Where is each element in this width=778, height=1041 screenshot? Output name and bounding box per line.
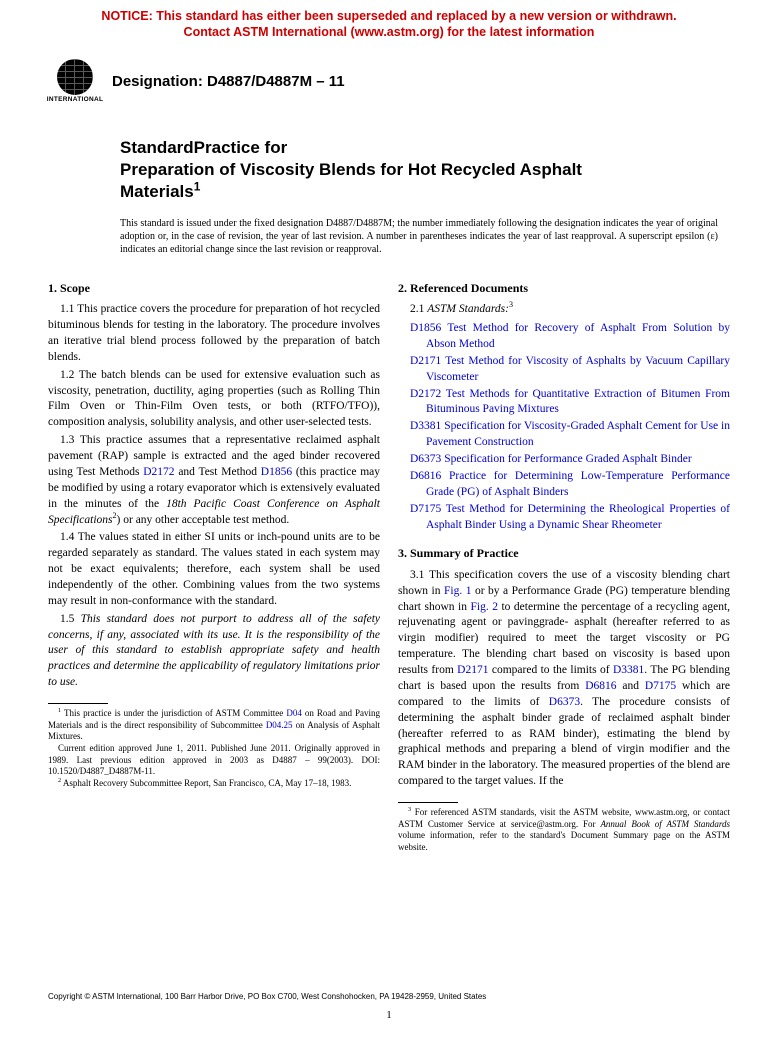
- link-d04[interactable]: D04: [286, 708, 302, 718]
- link-fig1[interactable]: Fig. 1: [444, 585, 471, 597]
- issuance-note: This standard is issued under the fixed …: [0, 203, 778, 256]
- footnote-separator-right: [398, 802, 458, 803]
- footnote-1: 1 This practice is under the jurisdictio…: [48, 708, 380, 743]
- para-3-1: 3.1 This specification covers the use of…: [398, 568, 730, 790]
- footnote-2: 2 Asphalt Recovery Subcommittee Report, …: [48, 778, 380, 790]
- references-list: D1856 Test Method for Recovery of Asphal…: [398, 321, 730, 533]
- left-column: 1. Scope 1.1 This practice covers the pr…: [48, 280, 380, 854]
- reference-link[interactable]: D7175: [410, 503, 441, 515]
- reference-item: D1856 Test Method for Recovery of Asphal…: [398, 321, 730, 353]
- reference-link[interactable]: D2172: [410, 388, 441, 400]
- title-block: StandardPractice for Preparation of Visc…: [0, 109, 778, 203]
- para-1-1: 1.1 This practice covers the procedure f…: [48, 302, 380, 365]
- header: INTERNATIONAL Designation: D4887/D4887M …: [0, 45, 778, 109]
- reference-item: D7175 Test Method for Determining the Rh…: [398, 502, 730, 534]
- section-2-head: 2. Referenced Documents: [398, 280, 730, 297]
- para-1-3: 1.3 This practice assumes that a represe…: [48, 433, 380, 528]
- astm-logo: INTERNATIONAL: [48, 55, 102, 109]
- notice-banner: NOTICE: This standard has either been su…: [0, 0, 778, 45]
- link-d3381[interactable]: D3381: [613, 664, 644, 676]
- notice-line2: Contact ASTM International (www.astm.org…: [184, 25, 595, 39]
- link-d6816[interactable]: D6816: [585, 680, 616, 692]
- link-d1856[interactable]: D1856: [261, 466, 292, 478]
- para-1-4: 1.4 The values stated in either SI units…: [48, 530, 380, 609]
- designation: Designation: D4887/D4887M – 11: [112, 73, 345, 90]
- section-1-head: 1. Scope: [48, 280, 380, 297]
- reference-link[interactable]: D6816: [410, 470, 441, 482]
- notice-line1: NOTICE: This standard has either been su…: [101, 9, 676, 23]
- page-number: 1: [0, 1009, 778, 1021]
- reference-item: D6373 Specification for Performance Grad…: [398, 452, 730, 468]
- logo-globe-icon: [57, 59, 93, 95]
- link-d2171[interactable]: D2171: [457, 664, 488, 676]
- copyright: Copyright © ASTM International, 100 Barr…: [48, 992, 486, 1001]
- link-d7175[interactable]: D7175: [645, 680, 676, 692]
- logo-text: INTERNATIONAL: [47, 97, 104, 104]
- link-d2172[interactable]: D2172: [143, 466, 174, 478]
- reference-link[interactable]: D6373: [410, 453, 441, 465]
- footnote-1b: Current edition approved June 1, 2011. P…: [48, 743, 380, 778]
- link-d6373[interactable]: D6373: [549, 696, 580, 708]
- reference-item: D3381 Specification for Viscosity-Graded…: [398, 419, 730, 451]
- reference-item: D6816 Practice for Determining Low-Tempe…: [398, 469, 730, 501]
- reference-item: D2171 Test Method for Viscosity of Aspha…: [398, 354, 730, 386]
- footnote-3: 3 For referenced ASTM standards, visit t…: [398, 807, 730, 854]
- reference-link[interactable]: D3381: [410, 420, 441, 432]
- link-fig2[interactable]: Fig. 2: [470, 601, 497, 613]
- para-1-2: 1.2 The batch blends can be used for ext…: [48, 368, 380, 431]
- right-column: 2. Referenced Documents 2.1 ASTM Standar…: [398, 280, 730, 854]
- para-1-5: 1.5 This standard does not purport to ad…: [48, 612, 380, 691]
- standard-title: StandardPractice for Preparation of Visc…: [120, 137, 718, 203]
- reference-item: D2172 Test Methods for Quantitative Extr…: [398, 387, 730, 419]
- section-3-head: 3. Summary of Practice: [398, 545, 730, 562]
- reference-link[interactable]: D1856: [410, 322, 441, 334]
- link-d04-25[interactable]: D04.25: [266, 720, 293, 730]
- s2-subhead: 2.1 ASTM Standards:3: [398, 302, 730, 318]
- reference-link[interactable]: D2171: [410, 355, 441, 367]
- body-columns: 1. Scope 1.1 This practice covers the pr…: [0, 256, 778, 854]
- footnote-separator: [48, 703, 108, 704]
